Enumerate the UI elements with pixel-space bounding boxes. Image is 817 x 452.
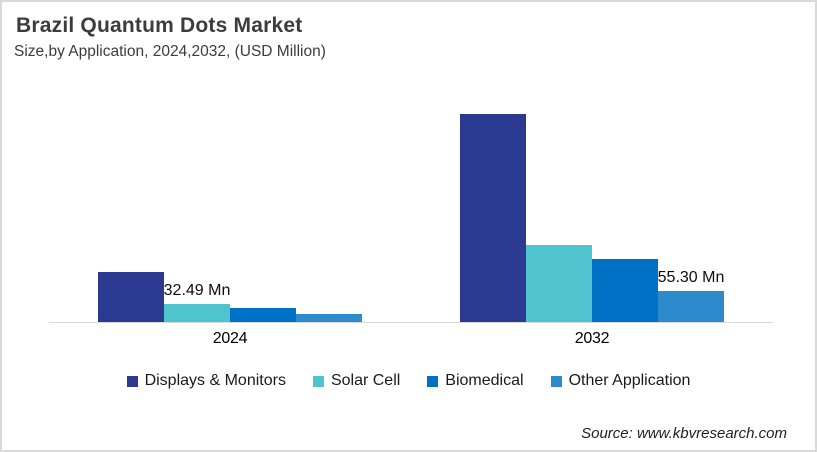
data-label-other-application-2032: 55.30 Mn — [657, 268, 725, 286]
legend-swatch-icon — [126, 375, 138, 387]
plot-area: 32.49 Mn 2024 55.30 Mn 2032 — [49, 92, 773, 347]
legend-swatch-icon — [550, 375, 562, 387]
legend-item-displays-monitors: Displays & Monitors — [126, 372, 286, 390]
legend-item-biomedical: Biomedical — [427, 372, 524, 390]
legend-label: Biomedical — [445, 372, 524, 389]
legend-swatch-icon — [312, 375, 324, 387]
legend-item-solar-cell: Solar Cell — [312, 372, 401, 390]
x-axis-label-2032: 2032 — [574, 330, 610, 347]
bar-biomedical-2032 — [592, 258, 658, 322]
legend-label: Displays & Monitors — [144, 372, 286, 389]
chart-subtitle: Size,by Application, 2024,2032, (USD Mil… — [14, 43, 326, 60]
bar-displays-monitors-2024 — [98, 272, 164, 322]
legend-label: Other Application — [568, 372, 691, 389]
legend-label: Solar Cell — [330, 372, 401, 389]
legend-swatch-icon — [427, 375, 439, 387]
source-credit: Source: www.kbvresearch.com — [581, 425, 787, 442]
x-axis-label-2024: 2024 — [212, 330, 248, 347]
bar-other-application-2032 — [658, 290, 724, 322]
bar-solar-cell-2024 — [164, 303, 230, 322]
bar-other-application-2024 — [296, 314, 362, 322]
bar-solar-cell-2032 — [526, 244, 592, 322]
data-label-solar-cell-2024: 32.49 Mn — [163, 281, 231, 299]
legend: Displays & Monitors Solar Cell Biomedical O… — [2, 372, 815, 390]
legend-item-other-application: Other Application — [550, 372, 691, 390]
bar-biomedical-2024 — [230, 307, 296, 322]
chart-title: Brazil Quantum Dots Market — [16, 14, 303, 37]
bar-displays-monitors-2032 — [460, 114, 526, 322]
